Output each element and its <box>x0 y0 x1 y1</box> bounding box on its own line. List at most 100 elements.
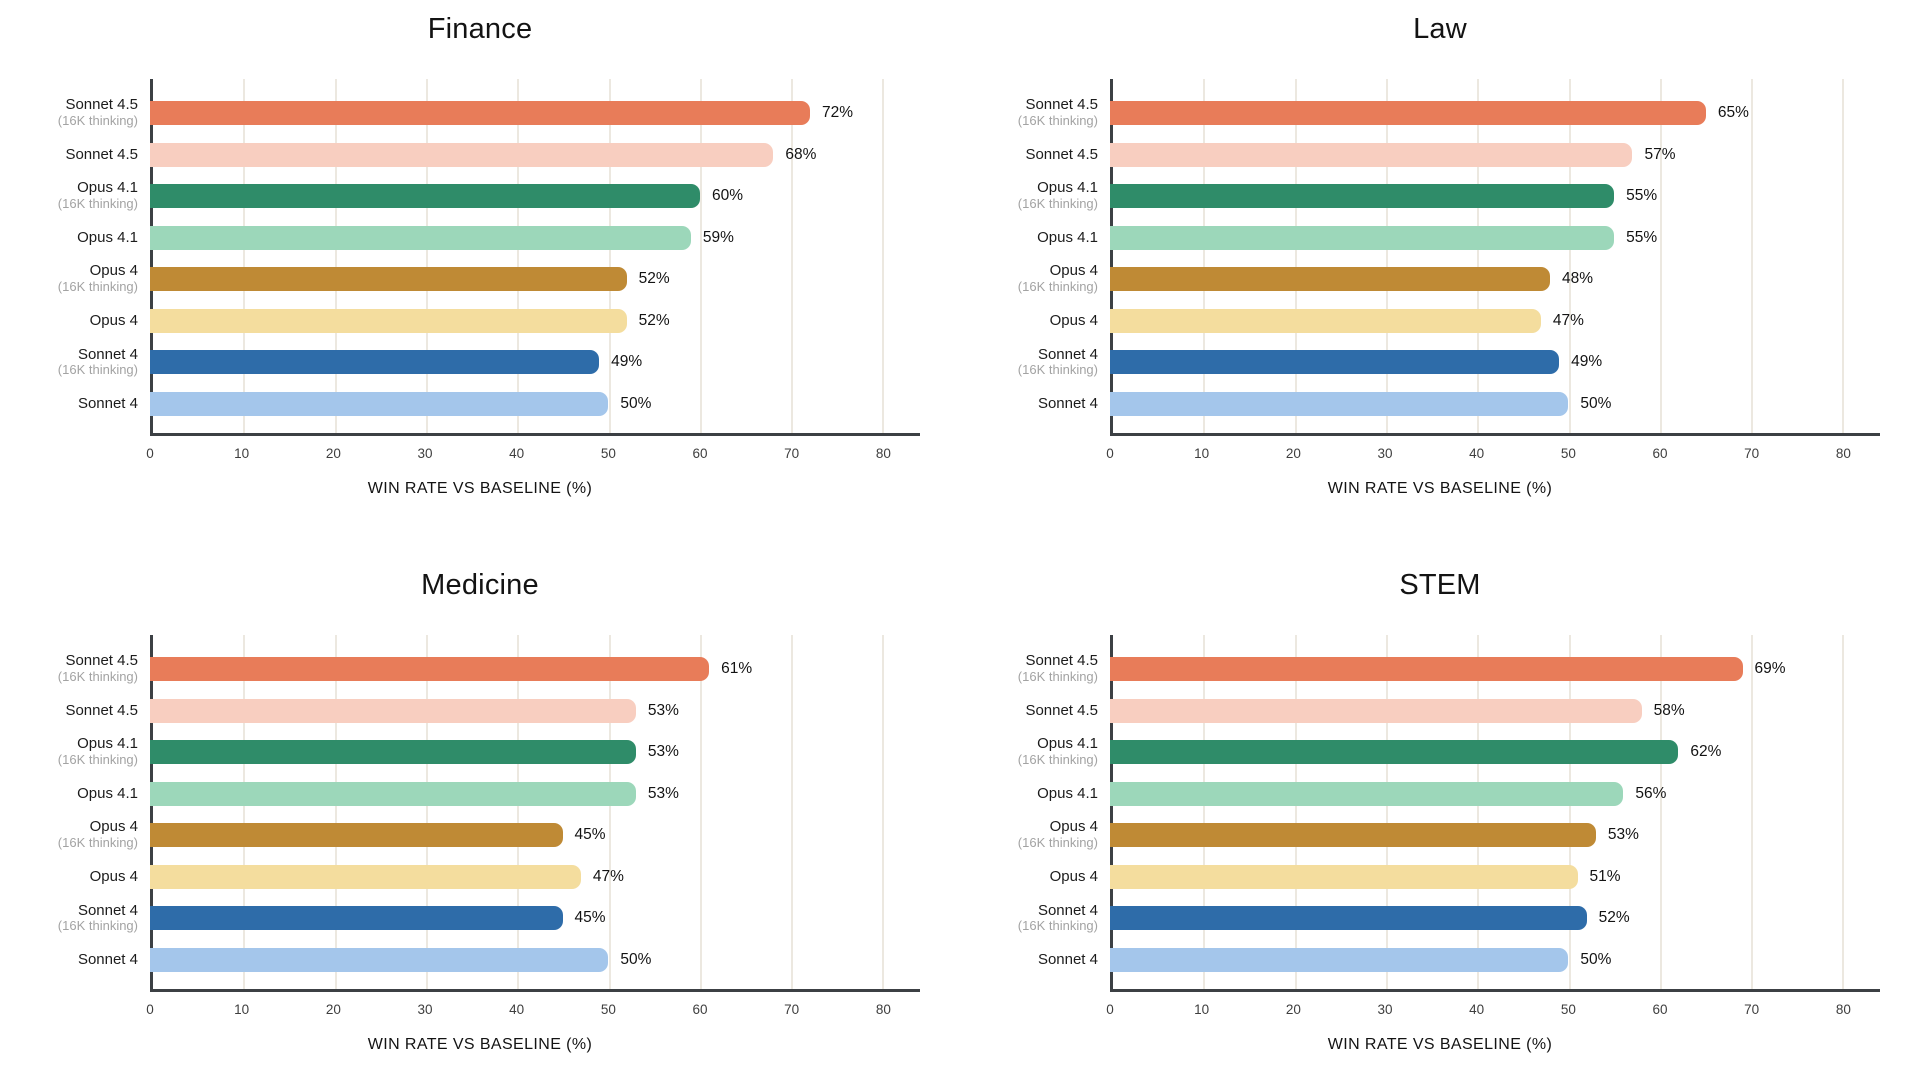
chart-panel-inner: Finance Sonnet 4.5 (16K thinking) Sonnet… <box>0 0 960 540</box>
x-tick-label: 20 <box>325 1002 341 1017</box>
gridline <box>1751 79 1754 433</box>
bar-row: 61% <box>150 657 920 681</box>
y-axis-labels: Sonnet 4.5 (16K thinking) Sonnet 4.5 Opu… <box>0 635 138 992</box>
bar <box>150 947 609 972</box>
bar <box>1110 864 1578 889</box>
gridline <box>517 79 520 433</box>
y-axis-labels: Sonnet 4.5 (16K thinking) Sonnet 4.5 Opu… <box>960 79 1098 436</box>
bar <box>1110 350 1560 375</box>
bar-value-label: 47% <box>1552 311 1584 329</box>
bar-row: 55% <box>1110 184 1880 209</box>
bar <box>1110 740 1679 765</box>
model-name-label: Opus 4.1 <box>77 735 138 753</box>
x-axis-title: WIN RATE VS BASELINE (%) <box>367 480 593 497</box>
bar-value-label: 57% <box>1644 145 1676 163</box>
model-name-label: Sonnet 4.5 <box>1025 145 1098 163</box>
plot-area <box>1110 635 1880 992</box>
model-variant-label: (16K thinking) <box>57 835 138 851</box>
bar-row: 49% <box>150 350 920 375</box>
bar <box>150 740 636 765</box>
model-name-label: Sonnet 4 <box>77 395 138 413</box>
bar-value-label: 48% <box>1562 270 1594 288</box>
model-name-label: Sonnet 4.5 <box>65 96 138 114</box>
y-axis-category: Opus 4 <box>960 865 1098 889</box>
model-name-label: Opus 4.1 <box>77 228 138 246</box>
bar <box>150 698 636 723</box>
chart-title: STEM <box>1399 569 1481 601</box>
model-variant-label: (16K thinking) <box>1017 918 1098 934</box>
x-tick-label: 60 <box>1652 1002 1668 1017</box>
y-axis-category: Sonnet 4.5 <box>0 699 138 723</box>
bar-value-label: 56% <box>1635 784 1667 802</box>
bar <box>1110 823 1596 848</box>
bar-row: 50% <box>150 947 920 972</box>
model-name-label: Sonnet 4 <box>77 901 138 919</box>
x-axis-ticks: 0 10 20 30 40 50 60 70 80 <box>1106 1002 1880 1020</box>
bar-row: 51% <box>1110 864 1880 889</box>
bar <box>150 308 627 333</box>
x-tick-label: 10 <box>1194 1002 1210 1017</box>
gridline <box>1294 79 1297 433</box>
bar-row: 50% <box>1110 391 1880 416</box>
gridline <box>1203 635 1206 989</box>
x-tick-label: 80 <box>1835 446 1851 461</box>
bar-value-label: 50% <box>620 394 652 412</box>
plot-area <box>1110 79 1880 436</box>
model-variant-label: (16K thinking) <box>1017 835 1098 851</box>
model-name-label: Sonnet 4 <box>77 951 138 969</box>
x-tick-label: 80 <box>875 446 891 461</box>
bar-value-label: 58% <box>1653 701 1685 719</box>
x-axis-title: WIN RATE VS BASELINE (%) <box>1327 1036 1553 1053</box>
x-tick-label: 20 <box>1285 446 1301 461</box>
x-tick-label: 0 <box>1106 446 1114 461</box>
model-name-label: Opus 4 <box>1049 818 1098 836</box>
gridline <box>1568 635 1571 989</box>
y-axis-category: Sonnet 4 <box>0 392 138 416</box>
bar-row: 50% <box>1110 947 1880 972</box>
x-tick-label: 30 <box>417 1002 433 1017</box>
model-name-label: Opus 4.1 <box>1037 735 1098 753</box>
bar-row: 56% <box>1110 781 1880 806</box>
model-name-label: Opus 4 <box>89 818 138 836</box>
x-tick-label: 40 <box>1469 446 1485 461</box>
gridline <box>1842 635 1845 989</box>
bar-row: 49% <box>1110 350 1880 375</box>
bar-value-label: 60% <box>712 187 744 205</box>
x-tick-label: 50 <box>600 1002 616 1017</box>
gridline <box>1203 79 1206 433</box>
gridline <box>1751 635 1754 989</box>
bar <box>1110 225 1615 250</box>
plot-area <box>150 79 920 436</box>
gridline <box>243 635 246 989</box>
y-axis-category: Opus 4.1 (16K thinking) <box>0 180 138 211</box>
bar-row: 57% <box>1110 142 1880 167</box>
bar <box>150 781 636 806</box>
gridline <box>608 79 611 433</box>
y-axis-category: Sonnet 4 <box>0 948 138 972</box>
bar-row: 52% <box>150 308 920 333</box>
model-variant-label: (16K thinking) <box>1017 196 1098 212</box>
bar-value-label: 68% <box>785 145 817 163</box>
x-tick-label: 70 <box>1744 1002 1760 1017</box>
x-tick-label: 40 <box>509 446 525 461</box>
y-axis-category: Opus 4.1 (16K thinking) <box>960 180 1098 211</box>
y-axis-category: Opus 4.1 <box>960 226 1098 250</box>
y-axis-category: Sonnet 4 (16K thinking) <box>0 346 138 377</box>
bar-value-label: 53% <box>1607 826 1639 844</box>
bar-row: 58% <box>1110 698 1880 723</box>
x-axis-title: WIN RATE VS BASELINE (%) <box>1327 480 1553 497</box>
bar-row: 69% <box>1110 657 1880 681</box>
y-axis-category: Opus 4.1 <box>0 226 138 250</box>
bar-row: 72% <box>150 101 920 125</box>
model-name-label: Opus 4 <box>89 867 138 885</box>
bar-value-label: 50% <box>620 950 652 968</box>
x-tick-label: 20 <box>325 446 341 461</box>
bar-value-label: 49% <box>611 353 643 371</box>
model-name-label: Sonnet 4 <box>1037 345 1098 363</box>
gridline <box>608 635 611 989</box>
bar <box>1110 391 1569 416</box>
y-axis-category: Opus 4.1 (16K thinking) <box>0 736 138 767</box>
bar-row: 68% <box>150 142 920 167</box>
model-name-label: Opus 4 <box>1049 867 1098 885</box>
